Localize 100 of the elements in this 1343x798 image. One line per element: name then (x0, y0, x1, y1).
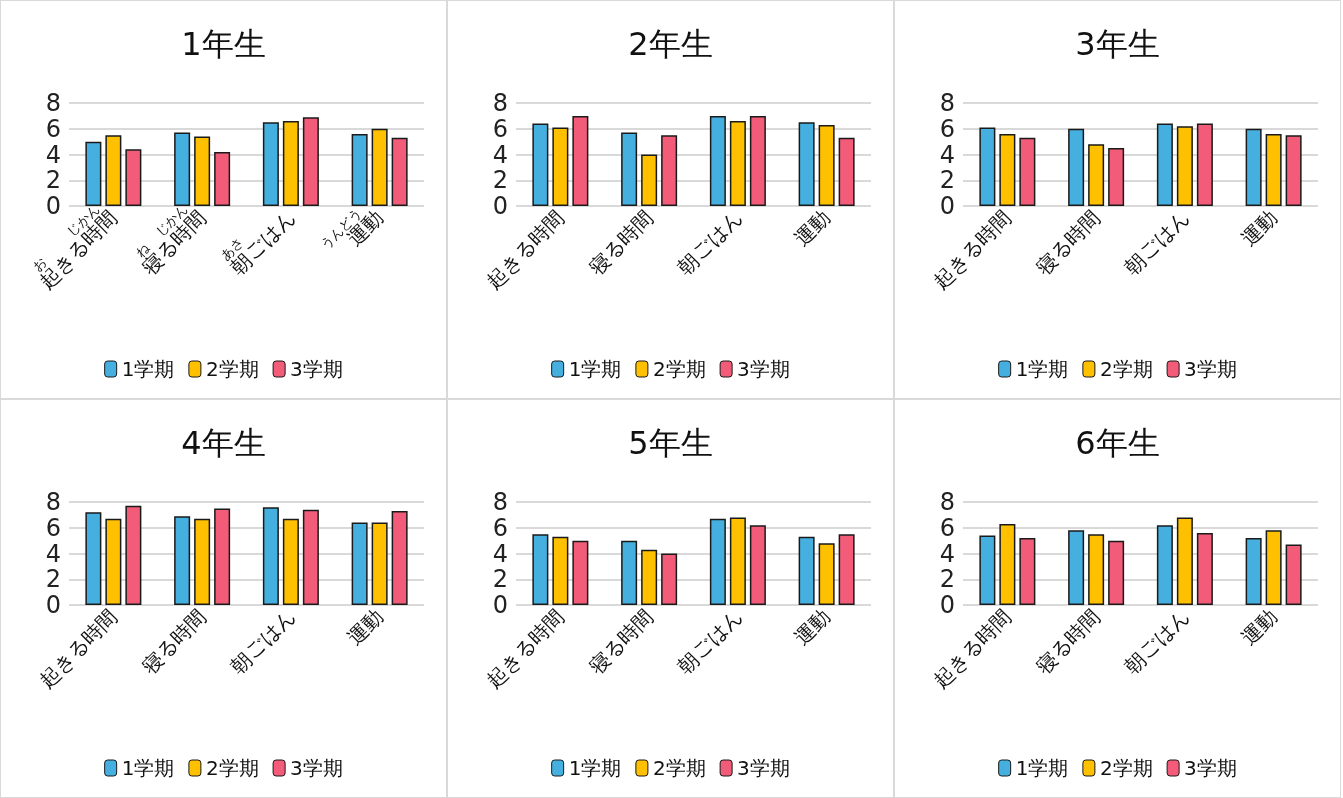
bar (1176, 517, 1193, 605)
bar (729, 121, 746, 206)
legend-label: 2学期 (205, 357, 259, 381)
bar (818, 124, 835, 206)
y-tick-label: 8 (45, 89, 61, 117)
y-tick-label: 0 (45, 591, 61, 619)
bar (1088, 144, 1105, 206)
x-tick-label: 朝ごはん (672, 604, 747, 679)
legend-label: 3学期 (290, 756, 343, 780)
bar (1265, 530, 1282, 605)
chart-title: 2年生 (628, 25, 713, 63)
bar (125, 505, 142, 605)
bar (262, 122, 279, 206)
y-tick-label: 2 (492, 565, 508, 594)
legend-label: 1学期 (121, 357, 175, 381)
legend-label: 1学期 (568, 756, 622, 780)
y-tick-label: 8 (45, 488, 61, 516)
bar (1068, 530, 1085, 605)
x-tick-label: 朝ごはん (1119, 604, 1194, 679)
x-tick-label: 運動 (789, 205, 836, 251)
bar (282, 121, 299, 206)
x-tick-label: 朝ごはん (672, 205, 747, 280)
bar (282, 518, 299, 605)
bar (661, 553, 678, 605)
bar (302, 117, 319, 206)
legend-label: 2学期 (652, 357, 706, 381)
bar (999, 523, 1016, 605)
chart-title: 3年生 (1075, 25, 1160, 63)
legend-label: 1学期 (1015, 357, 1069, 381)
y-tick-label: 2 (939, 565, 955, 594)
bar (999, 133, 1016, 206)
y-tick-label: 0 (939, 591, 955, 619)
bar (552, 127, 569, 206)
bar (174, 132, 191, 206)
bar (214, 508, 231, 605)
bar (661, 135, 678, 206)
y-tick-label: 6 (939, 114, 955, 143)
bar (371, 128, 388, 206)
bar (1196, 123, 1213, 206)
bar (818, 543, 835, 605)
bar (709, 115, 726, 206)
bar (979, 127, 996, 206)
bar (1108, 148, 1125, 206)
bar (838, 137, 855, 206)
chart-title: 1年生 (181, 25, 266, 63)
y-tick-label: 0 (939, 192, 955, 220)
bar (1265, 133, 1282, 206)
bar (532, 123, 549, 206)
bar (105, 135, 122, 206)
bar (1156, 525, 1173, 605)
bar (1088, 534, 1105, 605)
bar (391, 511, 408, 605)
bar (979, 535, 996, 605)
bar (572, 540, 589, 605)
y-tick-label: 0 (492, 591, 508, 619)
legend-label: 3学期 (1184, 357, 1237, 381)
bar (391, 137, 408, 206)
chart-title: 5年生 (628, 424, 713, 462)
chart-title: 6年生 (1075, 424, 1160, 462)
bar (1176, 126, 1193, 206)
bar (302, 509, 319, 605)
y-tick-label: 6 (45, 513, 61, 542)
x-tick-label: 運動 (1236, 604, 1283, 650)
y-tick-label: 6 (939, 513, 955, 542)
legend-label: 1学期 (1015, 756, 1069, 780)
bar (709, 518, 726, 605)
y-tick-label: 2 (492, 166, 508, 195)
bar (641, 549, 658, 605)
bar (85, 141, 102, 206)
x-tick-label: 寝る時間 (584, 205, 658, 280)
x-tick-label: 寝る時間 (584, 604, 658, 679)
y-tick-label: 0 (492, 192, 508, 220)
y-tick-label: 4 (492, 140, 508, 169)
bar (371, 522, 388, 605)
bar (621, 132, 638, 206)
bar (85, 512, 102, 605)
bar (194, 136, 211, 206)
legend-label: 3学期 (1184, 756, 1237, 780)
x-tick-label: 寝る時間 (1031, 604, 1105, 679)
y-tick-label: 6 (492, 114, 508, 143)
bar (749, 525, 766, 605)
x-tick-label: 朝ごはん (225, 604, 300, 679)
legend-label: 3学期 (737, 357, 790, 381)
x-tick-label: 寝る時間 (137, 604, 211, 679)
bar (351, 522, 368, 605)
bar (552, 536, 569, 605)
bar (1068, 128, 1085, 206)
y-tick-label: 8 (939, 488, 955, 516)
bar (532, 534, 549, 605)
legend-label: 1学期 (568, 357, 622, 381)
bar (1196, 532, 1213, 605)
legend-label: 2学期 (652, 756, 706, 780)
legend-label: 2学期 (1099, 357, 1153, 381)
x-tick-label: 運動 (789, 604, 836, 650)
y-tick-label: 6 (492, 513, 508, 542)
y-tick-label: 6 (45, 114, 61, 143)
y-tick-label: 8 (492, 488, 508, 516)
bar (1245, 128, 1262, 206)
y-tick-label: 0 (45, 192, 61, 220)
legend-label: 3学期 (290, 357, 343, 381)
